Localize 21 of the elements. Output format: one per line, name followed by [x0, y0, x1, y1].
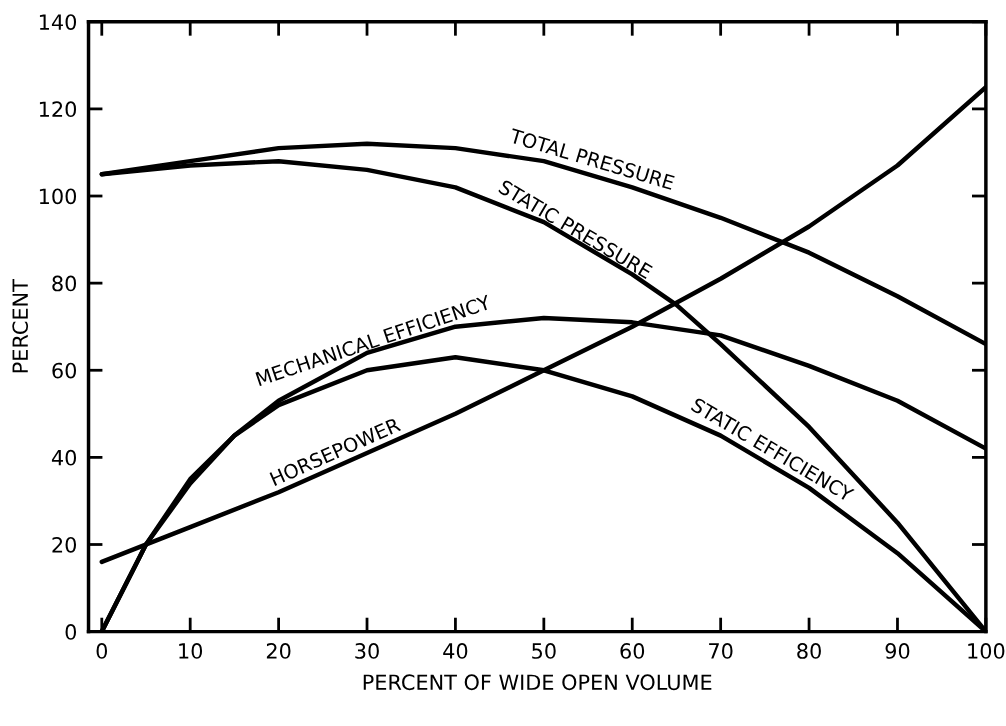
y-tick-label: 0	[65, 624, 77, 640]
x-tick-label: 10	[179, 643, 203, 659]
y-tick-label: 120	[39, 101, 77, 118]
x-tick-label: 40	[443, 643, 468, 659]
x-tick-label: 30	[355, 643, 379, 659]
x-tick-label: 50	[532, 643, 556, 659]
y-axis-title: PERCENT	[12, 279, 29, 373]
x-tick-label: 20	[266, 643, 291, 659]
x-tick-label: 90	[885, 643, 910, 659]
x-tick-label: 60	[620, 643, 645, 659]
x-tick-label: 80	[797, 643, 821, 659]
y-tick-label: 20	[52, 536, 77, 553]
x-axis-title: PERCENT OF WIDE OPEN VOLUME	[363, 674, 712, 691]
y-tick-label: 140	[39, 14, 77, 30]
y-tick-label: 60	[52, 362, 77, 379]
y-tick-label: 100	[39, 188, 77, 205]
y-tick-label: 80	[52, 275, 77, 292]
y-tick-label: 40	[51, 449, 77, 466]
x-tick-label: 70	[709, 643, 733, 659]
x-tick-label: 100	[968, 643, 1005, 659]
x-tick-label: 0	[96, 643, 108, 659]
